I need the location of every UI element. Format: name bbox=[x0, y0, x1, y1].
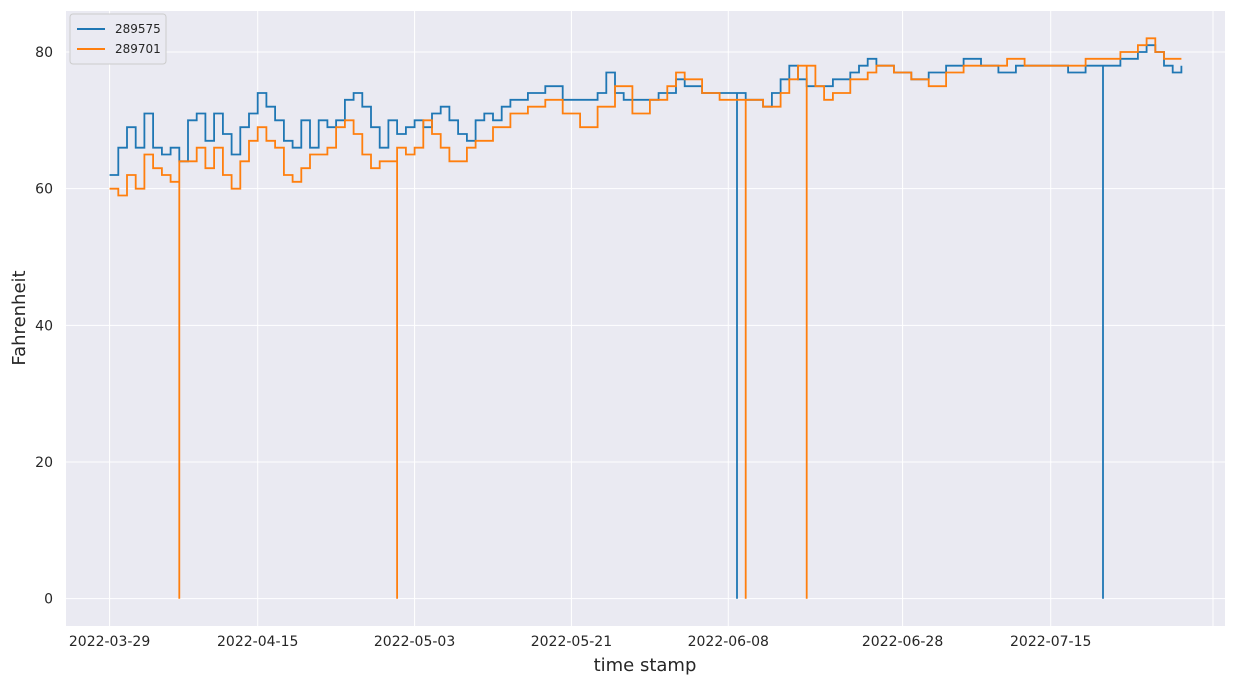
y-tick-label: 40 bbox=[35, 318, 53, 334]
legend: 289575 289701 bbox=[69, 13, 167, 65]
x-tick-label: 2022-06-08 bbox=[688, 634, 769, 650]
x-tick-label: 2022-06-28 bbox=[862, 634, 943, 650]
legend-label: 289701 bbox=[115, 42, 161, 56]
x-tick-label: 2022-03-29 bbox=[69, 634, 150, 650]
legend-label: 289575 bbox=[115, 22, 161, 36]
x-tick-label: 2022-04-15 bbox=[217, 634, 298, 650]
x-tick-label: 2022-05-21 bbox=[531, 634, 612, 650]
grid-lines bbox=[66, 11, 1225, 626]
series-lines bbox=[109, 37, 1183, 599]
x-tick-label: 2022-05-03 bbox=[374, 634, 455, 650]
x-tick-label: 2022-07-15 bbox=[1010, 634, 1091, 650]
y-tick-label: 60 bbox=[35, 182, 53, 198]
y-tick-label: 20 bbox=[35, 455, 53, 471]
x-tick-labels: 2022-03-29 2022-04-15 2022-05-03 2022-05-21… bbox=[69, 634, 1092, 650]
series-line-289701 bbox=[109, 37, 1182, 599]
y-tick-label: 0 bbox=[44, 592, 53, 608]
y-tick-label: 80 bbox=[35, 45, 53, 61]
y-tick-labels: 0 20 40 60 80 bbox=[35, 45, 53, 608]
legend-box bbox=[69, 13, 167, 65]
x-axis-label: time stamp bbox=[594, 655, 697, 676]
y-axis-label: Fahrenheit bbox=[9, 270, 30, 365]
